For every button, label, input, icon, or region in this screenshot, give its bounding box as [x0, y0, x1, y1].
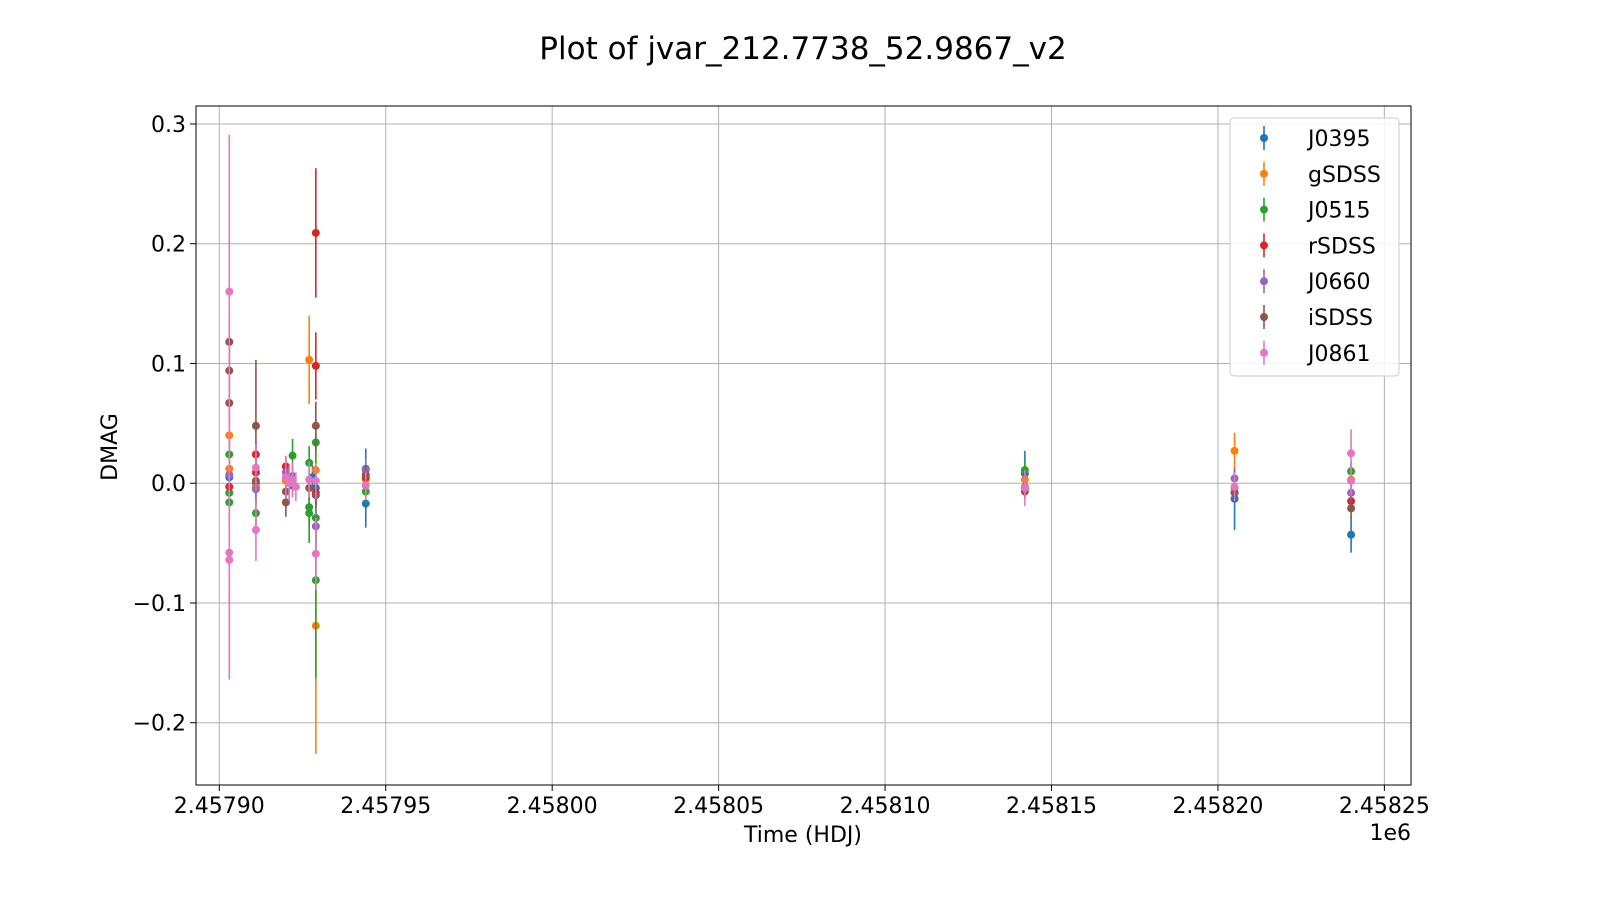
data-point [1347, 530, 1356, 539]
data-point [225, 287, 234, 296]
y-tick-label: −0.1 [133, 592, 186, 617]
data-point [1347, 504, 1356, 513]
data-point [311, 421, 320, 430]
y-tick-label: −0.2 [133, 712, 186, 737]
y-axis-label: DMAG [98, 413, 123, 481]
data-point [251, 421, 260, 430]
x-tick-label: 2.45800 [507, 794, 598, 819]
legend-label: J0515 [1306, 199, 1370, 224]
x-offset-label: 1e6 [1369, 821, 1411, 846]
x-tick-label: 2.45815 [1006, 794, 1097, 819]
series-iSDSS [225, 317, 1356, 518]
grid [196, 106, 1411, 785]
y-axis-ticks: −0.2 −0.1 0.0 0.1 0.2 0.3 [133, 113, 196, 737]
x-axis-label: Time (HDJ) [743, 823, 862, 848]
data-point [311, 476, 320, 485]
legend-label: rSDSS [1308, 234, 1376, 259]
legend-label: iSDSS [1308, 306, 1373, 331]
data-point [1230, 482, 1239, 491]
y-tick-label: 0.0 [151, 472, 186, 497]
series-J0395 [225, 448, 1356, 553]
series-J0660 [225, 458, 1356, 551]
data-point [311, 228, 320, 237]
data-point [305, 355, 314, 364]
legend-marker [1260, 277, 1268, 286]
data-point [361, 481, 370, 490]
data-point [251, 463, 260, 472]
data-point [311, 361, 320, 370]
legend-marker [1260, 134, 1268, 142]
data-point [311, 549, 320, 558]
data-point [1347, 449, 1356, 458]
data-point [1020, 484, 1029, 493]
x-tick-label: 2.45825 [1339, 794, 1430, 819]
data-point [288, 475, 297, 484]
series-gSDSS [225, 315, 1356, 754]
legend-marker [1260, 348, 1268, 357]
chart-title: Plot of jvar_212.7738_52.9867_v2 [539, 31, 1066, 67]
legend-label: J0395 [1306, 127, 1370, 152]
x-tick-label: 2.45805 [673, 794, 764, 819]
legend-marker [1260, 169, 1268, 178]
legend-marker [1260, 205, 1268, 214]
plot-data [225, 134, 1356, 754]
legend-marker [1260, 313, 1268, 321]
data-point [225, 555, 234, 564]
data-point [305, 475, 314, 484]
x-axis-ticks: 2.45790 2.45795 2.45800 2.45805 2.45810 2.458… [174, 785, 1430, 819]
x-tick-label: 2.45795 [340, 794, 431, 819]
legend: J0395 gSDSS J0515 rSDSS J0660 iSDSS J0861 [1229, 117, 1400, 377]
x-tick-label: 2.45790 [174, 794, 265, 819]
y-tick-label: 0.2 [151, 233, 186, 258]
data-point [288, 451, 297, 460]
legend-marker [1260, 241, 1268, 250]
data-point [291, 482, 300, 491]
plot-frame [195, 105, 1412, 786]
data-point [281, 473, 290, 482]
legend-box [1229, 117, 1400, 377]
data-point [1347, 476, 1356, 485]
series-rSDSS [225, 168, 1356, 511]
data-point [305, 509, 314, 518]
y-tick-label: 0.3 [151, 113, 186, 138]
legend-label: gSDSS [1308, 163, 1381, 188]
x-tick-label: 2.45810 [840, 794, 931, 819]
series-J0515 [225, 418, 1356, 679]
series-J0861 [225, 134, 1356, 680]
data-point [251, 525, 260, 534]
y-tick-label: 0.1 [151, 352, 186, 377]
x-tick-label: 2.45820 [1172, 794, 1263, 819]
legend-label: J0660 [1306, 270, 1370, 295]
data-point [1230, 446, 1239, 455]
legend-label: J0861 [1306, 342, 1370, 367]
